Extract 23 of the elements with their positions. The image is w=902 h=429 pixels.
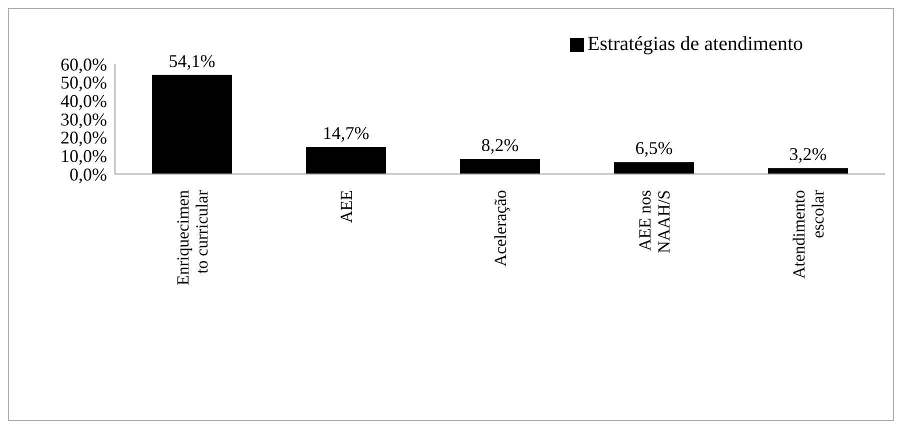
data-label: 3,2% [789, 144, 827, 164]
legend-label: Estratégias de atendimento [588, 33, 803, 55]
y-tick-label: 50,0% [60, 72, 107, 93]
x-tick-label: AEE [337, 190, 356, 224]
bar [768, 168, 848, 174]
y-tick-label: 20,0% [60, 128, 107, 148]
bar [306, 147, 386, 174]
x-tick-label: Enriquecimen to curricular [174, 190, 212, 286]
bar [614, 162, 694, 174]
bar [460, 158, 540, 174]
data-label: 14,7% [322, 123, 370, 144]
bar [152, 74, 232, 174]
x-tick-label: Aceleração [491, 190, 510, 266]
data-label: 6,5% [635, 138, 673, 158]
data-label: 54,1% [168, 50, 216, 71]
y-tick-label: 60,0% [60, 54, 107, 74]
y-tick-label: 40,0% [60, 91, 107, 112]
y-tick-label: 30,0% [60, 109, 107, 130]
x-tick-label: AEE nos NAAH/S [636, 190, 674, 254]
x-tick-label: Atendimento escolar [790, 190, 828, 279]
y-tick-label: 0,0% [70, 164, 107, 184]
data-label: 8,2% [481, 134, 519, 155]
y-tick-label: 10,0% [60, 146, 107, 166]
